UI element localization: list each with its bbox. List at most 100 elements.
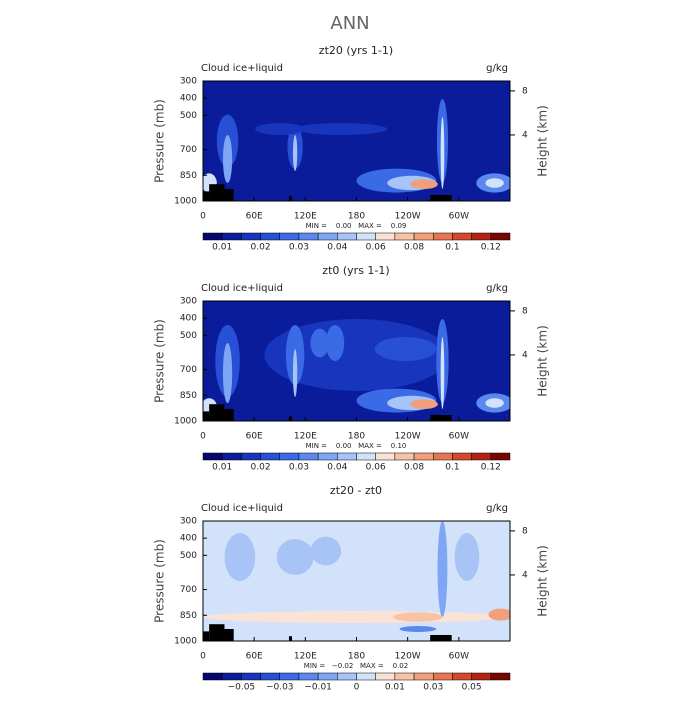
colorbar-label: 0.04 [327,463,347,473]
colorbar-box [337,232,357,241]
x-tick-label: 120E [294,652,317,662]
panel-subtitle: Cloud ice+liquid [201,63,283,74]
colorbar-box [221,672,242,681]
y-tick-label: 1000 [174,417,197,427]
terrain [209,624,225,641]
colorbar-label: 0.02 [251,463,271,473]
x-tick-label: 120W [395,432,421,442]
colorbar-label: 0.01 [212,243,232,253]
field-background [203,81,510,201]
y2-tick-label: 8 [522,526,528,536]
y-tick-label: 850 [180,611,197,621]
x-tick-label: 60W [449,432,469,442]
colorbar-label: 0.05 [462,683,482,693]
terrain [203,191,210,201]
colorbar-box [471,232,492,241]
colorbar-box [413,232,434,241]
y2-tick-label: 8 [522,306,528,316]
panel-subtitle: Cloud ice+liquid [201,503,283,514]
field-contour [264,319,449,391]
colorbar-box [490,232,511,241]
colorbar-box [471,452,492,461]
y2-tick-label: 4 [522,130,528,140]
field-contour [325,325,345,361]
terrain [288,196,293,201]
colorbar-box [452,672,472,681]
colorbar-label: 0.12 [481,463,501,473]
colorbar-box [452,452,472,461]
terrain [430,635,452,641]
colorbar-box [317,672,338,681]
field [203,521,510,641]
colorbar-box [356,672,376,681]
colorbar-label: −0.05 [228,683,256,693]
x-tick-label: 0 [200,652,206,662]
y-tick-label: 300 [180,517,197,527]
terrain [288,636,293,641]
terrain [203,411,210,421]
colorbar-box [241,452,261,461]
y-tick-label: 500 [180,551,197,561]
y2-axis-label: Height (km) [536,105,550,176]
field-contour [410,179,438,189]
y-axis-label: Pressure (mb) [153,539,167,623]
colorbar-box [471,672,492,681]
colorbar-label: 0 [354,683,360,693]
colorbar-box [260,452,280,461]
panel-subtitle: Cloud ice+liquid [201,283,283,294]
colorbar-box [260,672,280,681]
y-tick-label: 850 [180,171,197,181]
colorbar-box [433,232,453,241]
colorbar-label: 0.02 [251,243,271,253]
colorbar-box [394,232,415,241]
y-axis-label: Pressure (mb) [153,319,167,403]
colorbar-box [394,452,415,461]
figure-title: ANN [330,13,369,34]
stats: MIN = 0.00 MAX = 0.09 [306,222,407,230]
y2-axis-label: Height (km) [536,545,550,616]
x-tick-label: 60E [246,212,263,222]
colorbar-box [490,452,511,461]
colorbar-box [279,452,300,461]
colorbar-box [202,232,223,241]
colorbar-label: 0.03 [289,463,309,473]
colorbar-box [413,672,434,681]
field-contour [440,117,445,189]
colorbar-box [337,452,357,461]
field-contour [224,533,256,581]
y2-tick-label: 4 [522,350,528,360]
colorbar-box [337,672,357,681]
colorbar-box [298,232,319,241]
colorbar-label: 0.1 [445,243,459,253]
terrain [224,189,234,201]
colorbar-box [241,672,261,681]
terrain [430,195,452,201]
x-tick-label: 120E [294,212,317,222]
field-contour [222,135,233,183]
colorbar-label: 0.04 [327,243,347,253]
colorbar-box [433,452,453,461]
y-axis-label: Pressure (mb) [153,99,167,183]
colorbar-box [317,232,338,241]
field-contour [292,135,298,171]
colorbar-label: 0.08 [404,463,424,473]
colorbar-label: 0.03 [289,243,309,253]
colorbar-label: 0.12 [481,243,501,253]
terrain [224,629,234,641]
field-contour [410,399,438,410]
field-contour [437,521,448,617]
colorbar-box [452,232,472,241]
x-tick-label: 120W [395,652,421,662]
x-tick-label: 60W [449,652,469,662]
field-contour [276,539,314,575]
field-contour [203,611,510,623]
terrain [224,409,234,421]
colorbar-label: 0.01 [385,683,405,693]
colorbar-label: 0.03 [423,683,443,693]
colorbar-box [279,232,300,241]
colorbar-box [221,232,242,241]
terrain [209,184,225,201]
field-contour [485,178,504,188]
colorbar-box [490,672,511,681]
colorbar-box [375,232,396,241]
